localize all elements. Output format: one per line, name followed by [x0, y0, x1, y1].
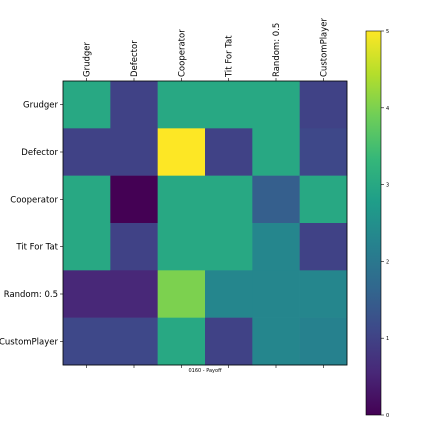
heatmap-cell	[299, 128, 348, 176]
x-axis-label: 0160 - Payoff	[188, 368, 222, 374]
y-tick-label: Tit For Tat	[15, 243, 58, 253]
heatmap-cell	[157, 317, 206, 366]
colorbar-tick-label: 2	[386, 259, 389, 265]
heatmap-cell	[299, 223, 348, 271]
heatmap-cell	[63, 270, 111, 318]
heatmap-cell	[252, 81, 300, 129]
x-tick-label: CustomPlayer	[319, 17, 329, 77]
heatmap-cell	[63, 128, 111, 176]
heatmap-cell	[63, 175, 111, 224]
heatmap-cell	[252, 270, 300, 318]
heatmap-cell	[205, 81, 253, 129]
heatmap-cell	[110, 81, 158, 129]
x-tick-label: Grudger	[83, 42, 93, 77]
x-tick-label: Random: 0.5	[272, 23, 282, 77]
heatmap-cell	[157, 81, 206, 129]
x-tick-label: Tit For Tat	[225, 35, 235, 78]
heatmap-cell	[110, 317, 158, 366]
heatmap-cell	[252, 317, 300, 366]
heatmap-cell	[157, 223, 206, 271]
heatmap-cell	[157, 175, 206, 224]
y-tick-label: CustomPlayer	[0, 337, 59, 347]
colorbar-tick-label: 1	[386, 336, 389, 342]
heatmap-cells	[63, 81, 348, 366]
y-tick-label: Random: 0.5	[4, 290, 58, 300]
heatmap-cell	[299, 81, 348, 129]
heatmap-cell	[252, 128, 300, 176]
y-tick-label: Cooperator	[10, 195, 58, 205]
x-tick-label: Cooperator	[177, 29, 187, 77]
heatmap-cell	[252, 223, 300, 271]
y-tick-labels: Grudger Defector Cooperator Tit For Tat Rand…	[0, 101, 63, 347]
heatmap-cell	[252, 175, 300, 224]
heatmap-cell	[205, 317, 253, 366]
y-tick-label: Grudger	[23, 101, 58, 111]
heatmap-cell	[299, 270, 348, 318]
heatmap-cell	[205, 175, 253, 224]
heatmap-cell	[63, 223, 111, 271]
heatmap-cell	[63, 317, 111, 366]
colorbar-tick-label: 0	[386, 413, 389, 419]
heatmap-cell	[63, 81, 111, 129]
colorbar	[365, 30, 382, 416]
colorbar-tick-label: 4	[386, 106, 389, 112]
heatmap-cell	[157, 270, 206, 318]
heatmap-cell	[110, 223, 158, 271]
colorbar-ticks: 0 1 2 3 4 5	[381, 29, 389, 419]
heatmap-cell	[205, 128, 253, 176]
plot-frame	[62, 80, 348, 366]
heatmap-cell	[205, 270, 253, 318]
y-tick-label: Defector	[21, 148, 58, 158]
colorbar-tick-label: 5	[386, 29, 389, 35]
heatmap-cell	[299, 317, 348, 366]
heatmap-cell	[110, 128, 158, 176]
colorbar-tick-label: 3	[386, 183, 389, 189]
heatmap-cell	[205, 223, 253, 271]
x-tick-label: Defector	[130, 40, 140, 77]
heatmap-cell	[110, 270, 158, 318]
heatmap-cell	[110, 175, 158, 224]
x-tick-labels: Grudger Defector Cooperator Tit For Tat Rand…	[83, 17, 329, 368]
heatmap-cell	[157, 128, 206, 176]
heatmap-cell	[299, 175, 348, 224]
